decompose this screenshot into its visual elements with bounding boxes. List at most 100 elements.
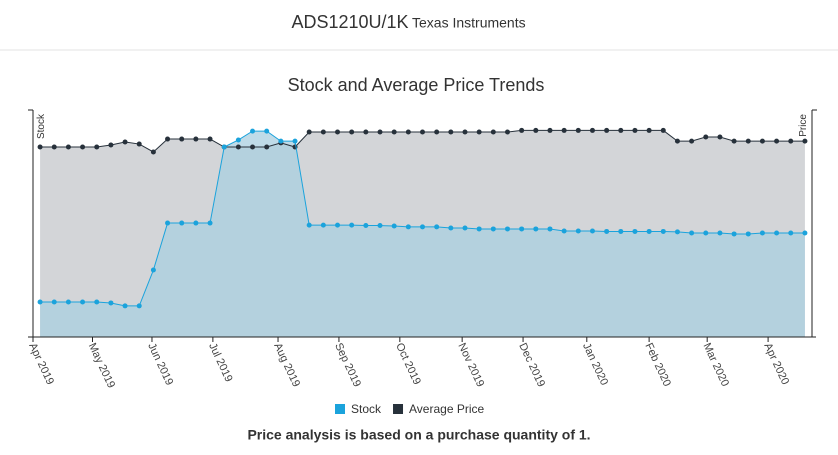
y-axis-label: Stock xyxy=(36,113,47,139)
point xyxy=(462,225,468,231)
point xyxy=(65,144,71,150)
point xyxy=(37,144,43,150)
point xyxy=(235,144,241,150)
point xyxy=(221,144,227,150)
point xyxy=(774,138,780,144)
point xyxy=(94,144,100,150)
legend-label: Average Price xyxy=(409,402,484,416)
point xyxy=(774,230,780,236)
x-tick-label: Aug 2019 xyxy=(271,341,302,389)
point xyxy=(420,129,425,135)
x-tick-label: Nov 2019 xyxy=(455,341,486,389)
point xyxy=(490,129,496,135)
x-tick-label: May 2019 xyxy=(86,341,117,390)
x-tick-label: Mar 2020 xyxy=(700,341,731,388)
point xyxy=(504,226,510,232)
point xyxy=(108,142,114,148)
point xyxy=(94,299,100,305)
point xyxy=(179,136,185,142)
point xyxy=(391,129,397,135)
point xyxy=(788,138,794,144)
point xyxy=(377,129,383,135)
point xyxy=(561,127,567,133)
point xyxy=(745,138,751,144)
point xyxy=(150,267,156,273)
point xyxy=(802,138,808,144)
point xyxy=(278,138,284,144)
x-tick-label: Jun 2019 xyxy=(145,341,175,387)
point xyxy=(745,231,751,237)
point xyxy=(363,129,369,135)
point xyxy=(193,220,199,226)
point xyxy=(618,228,624,234)
x-tick-label: Jan 2020 xyxy=(580,341,610,387)
point xyxy=(533,226,539,232)
point xyxy=(802,230,808,236)
point xyxy=(561,228,567,234)
point xyxy=(349,222,355,228)
point xyxy=(547,226,553,232)
point xyxy=(462,129,468,135)
part-number: ADS1210U/1K xyxy=(291,12,408,32)
point xyxy=(618,127,624,133)
point xyxy=(674,229,680,235)
point xyxy=(136,303,142,309)
x-tick-label: Dec 2019 xyxy=(516,341,547,389)
point xyxy=(632,127,638,133)
point xyxy=(51,299,57,305)
point xyxy=(207,136,213,142)
point xyxy=(65,299,71,305)
point xyxy=(519,226,525,232)
point xyxy=(448,225,454,231)
x-tick-label: Sep 2019 xyxy=(332,341,363,389)
point xyxy=(703,134,709,140)
point xyxy=(165,220,171,226)
point xyxy=(250,128,256,134)
point xyxy=(264,144,270,150)
footnote: Price analysis is based on a purchase qu… xyxy=(247,427,590,443)
point xyxy=(250,144,256,150)
point xyxy=(674,138,680,144)
point xyxy=(235,137,241,143)
point xyxy=(165,136,171,142)
point xyxy=(717,134,723,140)
point xyxy=(349,129,355,135)
legend-swatch xyxy=(393,404,404,414)
point xyxy=(589,127,595,133)
point xyxy=(476,226,482,232)
point xyxy=(150,149,156,155)
plot: Stock Price Apr 2019 May 2019 Jun 2019 Jul 20… xyxy=(26,109,817,390)
point xyxy=(533,127,539,133)
point xyxy=(391,223,397,229)
x-tick-label: Jul 2019 xyxy=(206,341,234,384)
point xyxy=(51,144,57,150)
point xyxy=(306,222,312,228)
point xyxy=(292,138,298,144)
x-tick-label: Oct 2019 xyxy=(393,341,423,387)
legend-swatch xyxy=(335,404,345,414)
point xyxy=(320,129,326,135)
point xyxy=(335,222,341,228)
point xyxy=(689,230,695,236)
point xyxy=(604,127,610,133)
point xyxy=(179,220,185,226)
manufacturer: Texas Instruments xyxy=(412,15,526,31)
point xyxy=(759,138,765,144)
point xyxy=(306,129,312,135)
point xyxy=(405,129,411,135)
point xyxy=(264,128,270,134)
y2-axis-label: Price xyxy=(798,114,809,137)
point xyxy=(490,226,496,232)
point xyxy=(759,230,765,236)
x-tick-label: Apr 2020 xyxy=(761,341,791,387)
point xyxy=(731,138,737,144)
point xyxy=(420,224,425,230)
point xyxy=(448,129,454,135)
point xyxy=(335,129,341,135)
point xyxy=(689,138,695,144)
point xyxy=(363,223,369,229)
point xyxy=(589,228,595,234)
point xyxy=(434,129,440,135)
point xyxy=(519,127,525,133)
